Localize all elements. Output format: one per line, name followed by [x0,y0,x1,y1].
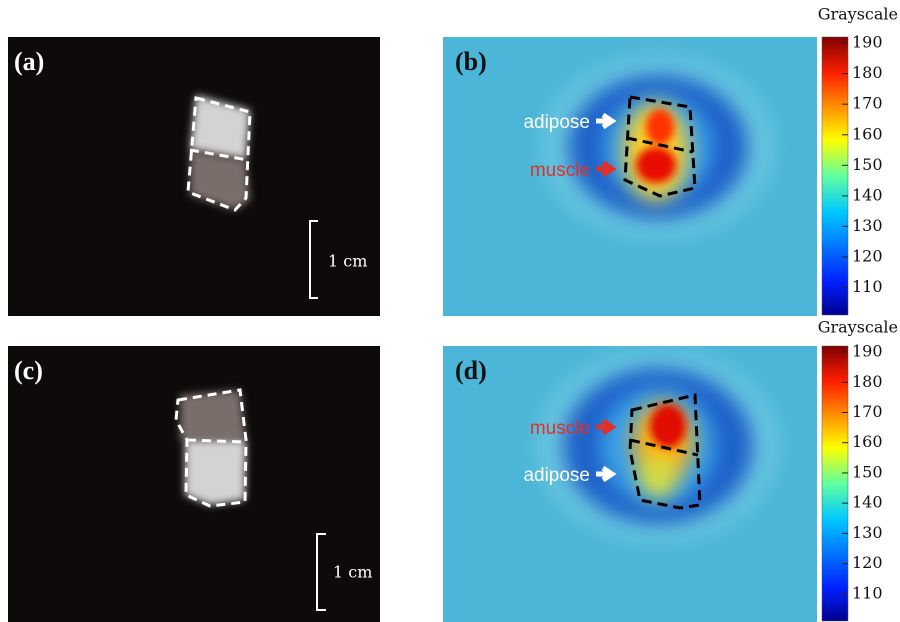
colorbar [822,37,848,315]
annotation: muscle [530,418,590,439]
colorbar-tick-label: 190 [852,33,883,52]
panel-b: adipose muscle (b) [443,37,817,316]
colorbar-tick-label: 110 [852,583,883,602]
colorbar-tick-label: 120 [852,246,883,265]
colorbar-tick-label: 190 [852,342,883,361]
colorbar-tick-label: 160 [852,432,883,451]
hot-spot [636,147,676,183]
muscle-tissue [180,390,246,440]
colorbar-tick-label: 140 [852,493,883,512]
hot-spot [640,454,676,498]
colorbar-tick-label: 130 [852,216,883,235]
panel-d: muscle adipose (d) [443,346,817,622]
colorbar-tick-label: 130 [852,523,883,542]
colorbar [822,346,848,621]
figure: (a) 1 cm adipose muscle (b) 1 cm (c) [0,0,900,622]
panel-c: 1 cm (c) [8,346,380,622]
colorbar-tick-label: 150 [852,462,883,481]
panel-label: (b) [455,47,487,76]
hot-spot [650,404,686,448]
hot-spot [646,109,674,145]
annotation: adipose [523,112,590,133]
annotation: muscle [530,160,590,181]
colorbar-tick-label: 140 [852,185,883,204]
scale-label: 1 cm [333,563,372,582]
colorbar-tick-label: 120 [852,553,883,572]
colorbar-tick-label: 170 [852,94,883,113]
adipose-tissue [185,440,246,505]
panel-label: (a) [14,47,44,76]
colorbar-tick-label: 180 [852,372,883,391]
scale-label: 1 cm [328,252,367,271]
colorbar-tick-label: 170 [852,402,883,421]
colorbar-title: Grayscale [818,5,898,24]
annotation: adipose [523,465,590,486]
colorbar-tick-label: 150 [852,155,883,174]
heatmap [443,37,817,316]
colorbar-tick-label: 160 [852,124,883,143]
panel-a: (a) 1 cm [8,37,380,316]
heatmap [443,346,817,622]
panel-label: (d) [455,356,487,385]
colorbar-tick-label: 180 [852,63,883,82]
colorbar-tick-label: 110 [852,277,883,296]
colorbar-title: Grayscale [818,318,898,337]
panel-label: (c) [14,356,43,385]
